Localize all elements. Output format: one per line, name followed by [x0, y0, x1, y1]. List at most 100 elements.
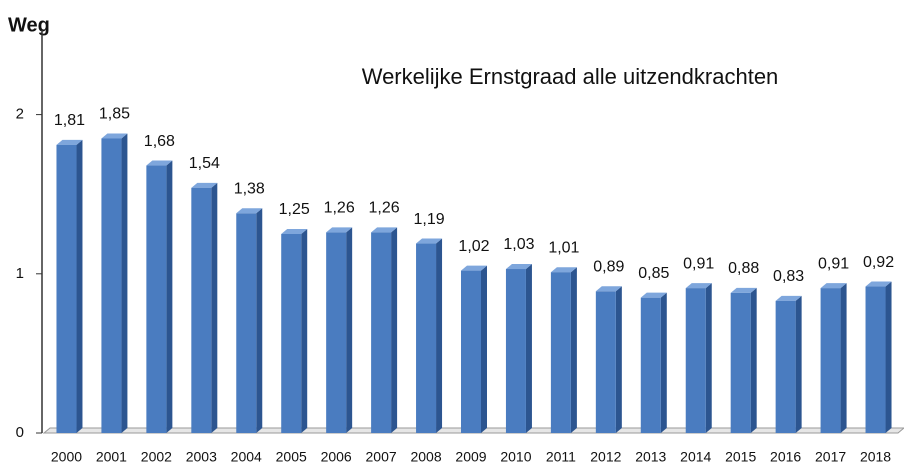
- x-tick-label: 2008: [410, 449, 441, 465]
- bar: [820, 288, 841, 433]
- bar: [775, 300, 796, 433]
- bar-side: [121, 133, 128, 434]
- bar-top: [505, 264, 532, 270]
- chart-title: Werkelijke Ernstgraad alle uitzendkracht…: [362, 64, 779, 89]
- x-tick-label: 2012: [590, 449, 621, 465]
- x-tick-label: 2003: [186, 449, 217, 465]
- data-label: 0,89: [593, 259, 624, 276]
- bar: [550, 272, 571, 433]
- bar-top: [416, 238, 443, 244]
- data-label: 1,68: [144, 133, 175, 150]
- data-label: 0,92: [863, 254, 894, 271]
- bar: [146, 165, 167, 433]
- x-tick-label: 2005: [276, 449, 307, 465]
- bar: [505, 269, 526, 433]
- bar-top: [685, 283, 712, 289]
- bar-top: [146, 160, 173, 166]
- bar-side: [750, 287, 757, 433]
- bar: [281, 234, 302, 433]
- bar-top: [101, 133, 128, 139]
- bar: [371, 232, 392, 433]
- bar: [191, 187, 212, 433]
- y-tick-label: 1: [16, 265, 24, 282]
- bar-top: [191, 182, 218, 188]
- bar: [595, 291, 616, 433]
- bar-side: [256, 208, 263, 433]
- bar-side: [525, 264, 532, 433]
- x-tick-label: 2007: [366, 449, 397, 465]
- x-tick-label: 2013: [635, 449, 666, 465]
- x-tick-label: 2000: [51, 449, 82, 465]
- bar-top: [371, 227, 398, 233]
- bar-top: [461, 265, 487, 271]
- x-tick-label: 2010: [500, 449, 531, 465]
- x-tick-label: 2016: [770, 449, 801, 465]
- bar-side: [795, 295, 802, 433]
- data-label: 1,25: [279, 201, 310, 218]
- bar-top: [326, 227, 353, 233]
- bar-top: [865, 281, 892, 287]
- data-label: 0,85: [638, 265, 669, 282]
- bar-top: [730, 287, 757, 293]
- bar-top: [820, 283, 847, 289]
- x-tick-label: 2014: [680, 449, 711, 465]
- bar-side: [391, 227, 398, 433]
- bar-top: [640, 292, 667, 298]
- x-tick-label: 2004: [231, 449, 262, 465]
- bar-side: [166, 160, 173, 433]
- bar-side: [301, 229, 308, 433]
- x-tick-label: 2009: [455, 449, 486, 465]
- bar-side: [346, 227, 353, 433]
- bar-side: [570, 267, 577, 433]
- x-tick-label: 2006: [321, 449, 352, 465]
- bar-side: [436, 238, 443, 433]
- bar-top: [56, 139, 83, 145]
- bar: [416, 243, 437, 433]
- bar-side: [76, 139, 83, 433]
- y-axis-label: Weg: [8, 14, 50, 36]
- bar: [56, 144, 77, 433]
- bar-top: [775, 295, 802, 301]
- bar: [101, 138, 122, 434]
- data-label: 0,83: [773, 268, 804, 285]
- y-tick-label: 2: [16, 106, 24, 123]
- data-label: 0,88: [728, 260, 759, 277]
- data-label: 1,81: [54, 112, 85, 129]
- bar-side: [885, 281, 892, 433]
- bar: [865, 286, 886, 433]
- data-label: 1,54: [189, 155, 220, 172]
- x-tick-label: 2002: [141, 449, 172, 465]
- bar-side: [840, 283, 847, 433]
- x-tick-label: 2015: [725, 449, 756, 465]
- bar-top: [281, 229, 308, 234]
- y-tick-label: 0: [16, 424, 24, 441]
- x-tick-label: 2011: [546, 449, 576, 465]
- data-label: 1,26: [324, 200, 355, 217]
- bar: [685, 288, 706, 433]
- bar-side: [481, 265, 487, 433]
- data-label: 1,03: [503, 236, 534, 253]
- bar-side: [211, 182, 218, 433]
- bar: [461, 270, 481, 433]
- bar-side: [660, 292, 667, 433]
- data-label: 1,02: [458, 238, 489, 255]
- x-tick-label: 2001: [96, 449, 127, 465]
- x-tick-label: 2017: [815, 449, 846, 465]
- bar: [236, 213, 257, 433]
- data-label: 1,38: [234, 181, 265, 198]
- bar: [326, 232, 347, 433]
- bar-top: [236, 208, 263, 214]
- data-label: 1,19: [413, 211, 444, 228]
- bar-top: [595, 286, 622, 292]
- bar-side: [615, 286, 622, 433]
- bar-top: [550, 267, 577, 273]
- data-label: 1,85: [99, 106, 130, 123]
- bar: [640, 297, 661, 433]
- data-label: 1,01: [548, 239, 579, 256]
- bar-side: [705, 283, 712, 433]
- data-label: 0,91: [818, 255, 849, 272]
- bar: [730, 292, 751, 433]
- x-tick-label: 2018: [860, 449, 891, 465]
- data-label: 1,26: [369, 200, 400, 217]
